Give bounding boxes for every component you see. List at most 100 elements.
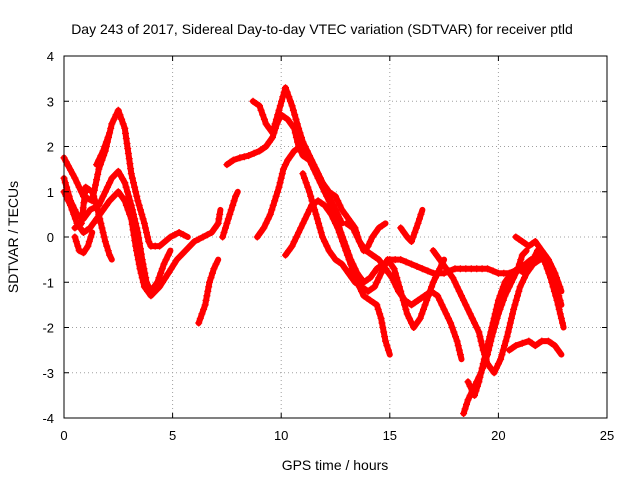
data-point-marker xyxy=(476,373,484,381)
data-point-marker xyxy=(451,278,459,286)
data-point-marker xyxy=(99,229,107,236)
data-point-marker xyxy=(347,260,355,268)
data-point-marker xyxy=(479,360,487,368)
data-point-marker xyxy=(224,215,232,223)
data-point-marker xyxy=(463,400,470,408)
data-point-marker xyxy=(392,283,400,291)
data-point-marker xyxy=(279,165,287,173)
data-point-marker xyxy=(464,305,472,313)
data-point-marker xyxy=(402,258,410,266)
data-point-marker xyxy=(266,210,274,218)
data-point-marker xyxy=(398,292,406,300)
data-point-marker xyxy=(79,204,87,212)
data-point-marker xyxy=(524,265,532,273)
data-point-marker xyxy=(349,224,357,232)
data-point-marker xyxy=(314,174,322,182)
data-point-marker xyxy=(473,324,481,331)
data-point-marker xyxy=(195,319,203,327)
data-point-marker xyxy=(433,251,440,259)
data-point-marker xyxy=(501,342,508,350)
data-point-marker xyxy=(370,269,377,277)
data-point-marker xyxy=(411,229,419,236)
data-point-marker xyxy=(104,247,112,255)
data-point-marker xyxy=(136,265,144,273)
data-point-marker xyxy=(67,166,74,174)
data-point-marker xyxy=(345,256,353,264)
data-point-marker xyxy=(458,292,465,300)
data-point-marker xyxy=(127,165,135,173)
data-point-marker xyxy=(121,197,129,205)
data-point-marker xyxy=(512,342,520,350)
y-axis-label: SDTVAR / TECUs xyxy=(5,181,21,293)
data-point-marker xyxy=(276,102,284,110)
data-point-marker xyxy=(436,265,444,273)
data-point-marker xyxy=(295,124,303,132)
data-point-marker xyxy=(341,265,349,273)
data-point-marker xyxy=(104,133,112,141)
data-point-marker xyxy=(287,152,295,159)
data-point-marker xyxy=(299,219,307,227)
data-point-marker xyxy=(308,197,316,205)
data-point-marker xyxy=(384,346,392,354)
data-point-marker xyxy=(93,201,101,209)
data-point-marker xyxy=(548,278,556,286)
data-point-marker xyxy=(449,274,457,282)
data-point-marker xyxy=(429,278,437,286)
data-point-marker xyxy=(342,247,350,255)
data-point-marker xyxy=(101,188,109,196)
data-point-marker xyxy=(140,219,148,227)
data-point-marker xyxy=(164,251,172,259)
data-point-marker xyxy=(92,181,99,189)
data-point-marker xyxy=(257,229,265,236)
data-point-marker xyxy=(305,188,313,196)
data-point-marker xyxy=(312,170,320,178)
data-point-marker xyxy=(122,201,130,209)
data-point-marker xyxy=(518,251,526,259)
data-point-marker xyxy=(556,310,564,318)
series-14 xyxy=(342,219,465,363)
data-point-marker xyxy=(514,292,521,300)
data-point-marker xyxy=(324,206,332,214)
x-tick-label: 10 xyxy=(274,428,288,443)
data-point-marker xyxy=(259,111,267,119)
data-point-marker xyxy=(405,314,413,322)
data-point-marker xyxy=(378,260,386,268)
data-point-marker xyxy=(518,278,526,286)
data-point-marker xyxy=(303,210,311,218)
data-point-marker xyxy=(325,197,333,205)
series-7 xyxy=(195,256,222,327)
data-point-marker xyxy=(491,310,499,318)
data-point-marker xyxy=(236,154,244,162)
data-point-marker xyxy=(127,170,135,178)
data-point-marker xyxy=(116,111,124,119)
data-point-marker xyxy=(488,324,496,331)
data-point-marker xyxy=(211,224,219,232)
data-point-marker xyxy=(102,138,110,146)
data-point-marker xyxy=(323,242,331,250)
y-tick-label: -2 xyxy=(42,321,54,336)
data-point-marker xyxy=(366,274,374,282)
data-point-marker xyxy=(456,351,464,359)
ticks-layer: 0 5 10 15 20 25 -4 -3 -2 -1 0 1 2 3 4 xyxy=(42,49,614,443)
data-point-marker xyxy=(284,156,292,164)
data-point-marker xyxy=(123,188,131,196)
x-axis-label: GPS time / hours xyxy=(282,457,389,473)
data-point-marker xyxy=(210,265,218,273)
data-point-marker xyxy=(518,339,526,347)
data-point-marker xyxy=(403,233,411,241)
data-point-marker xyxy=(170,260,178,268)
data-point-marker xyxy=(121,179,129,187)
data-point-marker xyxy=(110,115,118,123)
data-point-marker xyxy=(480,355,488,363)
data-point-marker xyxy=(338,206,346,214)
data-point-marker xyxy=(101,238,109,245)
data-point-marker xyxy=(114,106,122,114)
data-point-marker xyxy=(477,369,485,377)
data-point-marker xyxy=(353,233,361,241)
data-point-marker xyxy=(413,319,421,327)
data-point-marker xyxy=(253,233,261,241)
data-point-marker xyxy=(139,215,147,223)
data-point-marker xyxy=(84,242,92,250)
data-point-marker xyxy=(203,231,211,239)
